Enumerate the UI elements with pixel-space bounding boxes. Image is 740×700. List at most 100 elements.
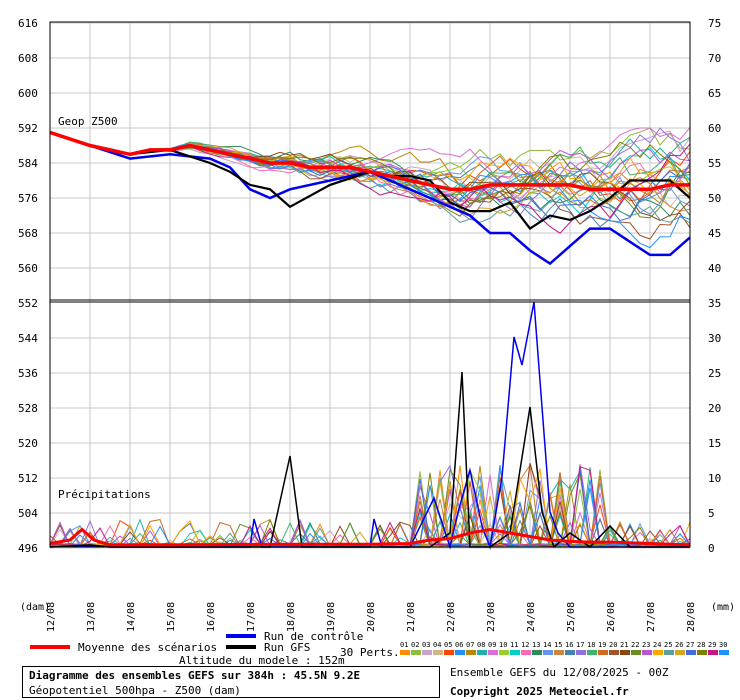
right-tick-label: 15 <box>708 437 721 450</box>
perturbation-color-swatch <box>686 650 696 655</box>
right-tick-label: 60 <box>708 122 721 135</box>
perturbation-color-swatch <box>477 650 487 655</box>
perturbation-number: 22 <box>631 641 639 649</box>
x-tick-label: 22/08 <box>446 602 457 632</box>
ensemble-info: Ensemble GEFS du 12/08/2025 - 00Z <box>450 666 669 679</box>
perturbation-number: 26 <box>675 641 683 649</box>
perturbation-number: 10 <box>499 641 507 649</box>
perturbation-number: 02 <box>411 641 419 649</box>
left-tick-label: 528 <box>18 402 38 415</box>
perturbation-color-swatch <box>455 650 465 655</box>
right-tick-label: 40 <box>708 262 721 275</box>
perturbation-number: 29 <box>708 641 716 649</box>
perturbation-color-swatch <box>444 650 454 655</box>
perturbation-color-swatch <box>411 650 421 655</box>
x-tick-label: 12/08 <box>46 602 57 632</box>
series-1-z500-line <box>49 131 691 266</box>
perturbation-color-swatch <box>543 650 553 655</box>
series-2-z500-line <box>49 131 691 231</box>
perturbation-number: 20 <box>609 641 617 649</box>
right-tick-label: 20 <box>708 402 721 415</box>
left-tick-label: 568 <box>18 227 38 240</box>
perturbation-number: 21 <box>620 641 628 649</box>
geop-panel-label: Geop Z500 <box>58 115 118 128</box>
perturbation-color-swatch <box>576 650 586 655</box>
x-tick-label: 14/08 <box>126 602 137 632</box>
perturbation-color-swatch <box>708 650 718 655</box>
perturbation-number: 05 <box>444 641 452 649</box>
perturbation-number: 12 <box>521 641 529 649</box>
perturbation-color-swatch <box>587 650 597 655</box>
chart-grid <box>49 22 691 549</box>
right-tick-label: 5 <box>708 507 715 520</box>
left-tick-label: 496 <box>18 542 38 555</box>
x-tick-label: 26/08 <box>606 602 617 632</box>
perturbation-color-swatch <box>565 650 575 655</box>
perturbation-color-swatch <box>620 650 630 655</box>
perturbation-number: 07 <box>466 641 474 649</box>
right-tick-label: 30 <box>708 332 721 345</box>
perturbation-color-swatch <box>532 650 542 655</box>
perturbation-color-swatch <box>510 650 520 655</box>
x-tick-label: 20/08 <box>366 602 377 632</box>
legend-gfs-label: Run GFS <box>264 641 310 654</box>
left-tick-label: 584 <box>18 157 38 170</box>
left-tick-label: 576 <box>18 192 38 205</box>
perturbation-number: 23 <box>642 641 650 649</box>
perturbation-number: 11 <box>510 641 518 649</box>
x-tick-label: 24/08 <box>526 602 537 632</box>
left-tick-label: 608 <box>18 52 38 65</box>
perturbation-number: 28 <box>697 641 705 649</box>
perturbation-number: 24 <box>653 641 661 649</box>
x-tick-label: 18/08 <box>286 602 297 632</box>
right-tick-label: 70 <box>708 52 721 65</box>
x-tick-label: 27/08 <box>646 602 657 632</box>
left-tick-label: 600 <box>18 87 38 100</box>
right-tick-label: 25 <box>708 367 721 380</box>
chart-subtitle: Géopotentiel 500hpa - Z500 (dam) <box>29 684 241 697</box>
perturbation-color-swatch <box>642 650 652 655</box>
perturbation-number: 17 <box>576 641 584 649</box>
perturbation-number: 16 <box>565 641 573 649</box>
perturbation-number: 04 <box>433 641 441 649</box>
x-tick-label: 19/08 <box>326 602 337 632</box>
right-tick-label: 65 <box>708 87 721 100</box>
perturbation-color-swatch <box>400 650 410 655</box>
perturbation-color-swatch <box>554 650 564 655</box>
left-tick-label: 504 <box>18 507 38 520</box>
perturbation-number: 18 <box>587 641 595 649</box>
perturbations-legend: 30 Perts.01 02 03 04 05 06 07 08 09 10 11 12 13 14 15 1… <box>340 641 729 659</box>
series-0-z500-line <box>49 130 690 192</box>
perturbation-number: 03 <box>422 641 430 649</box>
perturbation-color-swatch <box>609 650 619 655</box>
left-tick-label: 512 <box>18 472 38 485</box>
legend-control-label: Run de contrôle <box>264 630 363 643</box>
right-tick-label: 45 <box>708 227 721 240</box>
perturbation-color-swatch <box>521 650 531 655</box>
perturbation-number: 25 <box>664 641 672 649</box>
right-tick-label: 10 <box>708 472 721 485</box>
left-axis-unit: (dam) <box>20 602 50 613</box>
perturbation-color-swatch <box>719 650 729 655</box>
x-tick-label: 21/08 <box>406 602 417 632</box>
perturbation-number: 30 <box>719 641 727 649</box>
left-axis-ticks: 616 608 600 592 584 576 568 560 552 544 536 528 520 5… <box>18 17 38 555</box>
perturbation-number: 15 <box>554 641 562 649</box>
legend-mean-label: Moyenne des scénarios <box>78 641 217 654</box>
perturbation-color-swatch <box>433 650 443 655</box>
perturbation-color-swatch <box>422 650 432 655</box>
perturbation-number: 27 <box>686 641 694 649</box>
series-1-precip-line <box>49 301 690 550</box>
left-tick-label: 616 <box>18 17 38 30</box>
x-axis-ticks: 12/08 13/08 14/08 15/08 16/08 17/08 18/08 19/08… <box>46 602 697 632</box>
perturbation-number: 01 <box>400 641 408 649</box>
x-tick-label: 13/08 <box>86 602 97 632</box>
perturbation-color-swatch <box>697 650 707 655</box>
perturbation-number: 09 <box>488 641 496 649</box>
perturbation-number: 14 <box>543 641 551 649</box>
perturbation-color-swatch <box>466 650 476 655</box>
perturbation-color-swatch <box>499 650 509 655</box>
chart-frame <box>49 21 691 548</box>
